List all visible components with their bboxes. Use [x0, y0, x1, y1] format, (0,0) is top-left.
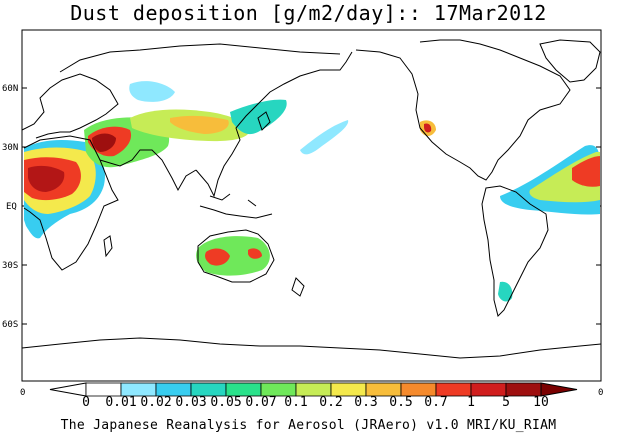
coast-east-asia	[195, 51, 353, 198]
colorbar-label: 0.3	[354, 395, 378, 410]
coast-australia	[197, 229, 275, 283]
plot-frame	[21, 29, 602, 382]
colorbar-label: 0.05	[210, 395, 242, 410]
coast-europe	[21, 73, 119, 139]
colorbar	[49, 382, 578, 397]
coast-arabia-india	[99, 149, 197, 192]
dust-arabia-core	[92, 133, 116, 152]
colorbar-label: 0.5	[389, 395, 413, 410]
dust-asia-plume	[230, 99, 287, 135]
colorbar-label: 0.7	[424, 395, 448, 410]
dust-asia-band-high	[170, 115, 229, 134]
dust-pacific-streak	[300, 120, 349, 155]
colorbar-label: 5	[502, 395, 510, 410]
lat-label-eq: EQ	[6, 202, 17, 212]
dust-sahara-core	[28, 165, 65, 192]
lat-label-30s: 30S	[2, 261, 18, 271]
colorbar-label: 10	[533, 395, 549, 410]
coast-north-america	[355, 39, 571, 181]
colorbar-arrow-high	[540, 382, 578, 397]
coast-antarctica	[21, 337, 602, 359]
corner-label-left: 0	[20, 388, 25, 398]
colorbar-label: 0.02	[140, 395, 172, 410]
coastlines	[21, 39, 602, 359]
dust-australia-east	[248, 248, 262, 259]
colorbar-label: 0.01	[105, 395, 137, 410]
colorbar-label: 0.1	[284, 395, 308, 410]
lat-label-30n: 30N	[2, 143, 18, 153]
coast-africa	[23, 135, 119, 271]
coast-indonesia	[199, 193, 273, 219]
dust-australia-outer	[196, 236, 270, 276]
map-title: Dust deposition [g/m2/day]:: 17Mar2012	[70, 1, 547, 25]
colorbar-label: 0.2	[319, 395, 343, 410]
dust-asia-north	[129, 81, 175, 102]
coast-arctic-eurasia	[59, 43, 341, 73]
coast-madagascar	[103, 235, 113, 258]
coast-japan	[257, 111, 271, 131]
dust-patagonia	[498, 281, 513, 302]
colorbar-label: 1	[467, 395, 475, 410]
colorbar-label: 0	[82, 395, 90, 410]
coast-greenland	[539, 39, 601, 83]
dust-us-southwest-core	[424, 123, 432, 133]
dust-shading	[24, 81, 600, 302]
colorbar-label: 0.03	[175, 395, 207, 410]
dust-atlantic-high	[572, 156, 600, 187]
coast-south-america	[481, 185, 549, 317]
colorbar-labels: 0 0.01 0.02 0.03 0.05 0.07 0.1 0.2 0.3 0.5 0.7 1 5 10	[0, 395, 617, 411]
corner-label-right: 0	[598, 388, 603, 398]
lat-label-60n: 60N	[2, 84, 18, 94]
lat-label-60s: 60S	[2, 320, 18, 330]
coast-new-zealand	[291, 277, 305, 297]
footer-credit: The Japanese Reanalysis for Aerosol (JRA…	[60, 418, 557, 433]
dust-australia-high	[205, 248, 230, 266]
colorbar-label: 0.07	[245, 395, 277, 410]
